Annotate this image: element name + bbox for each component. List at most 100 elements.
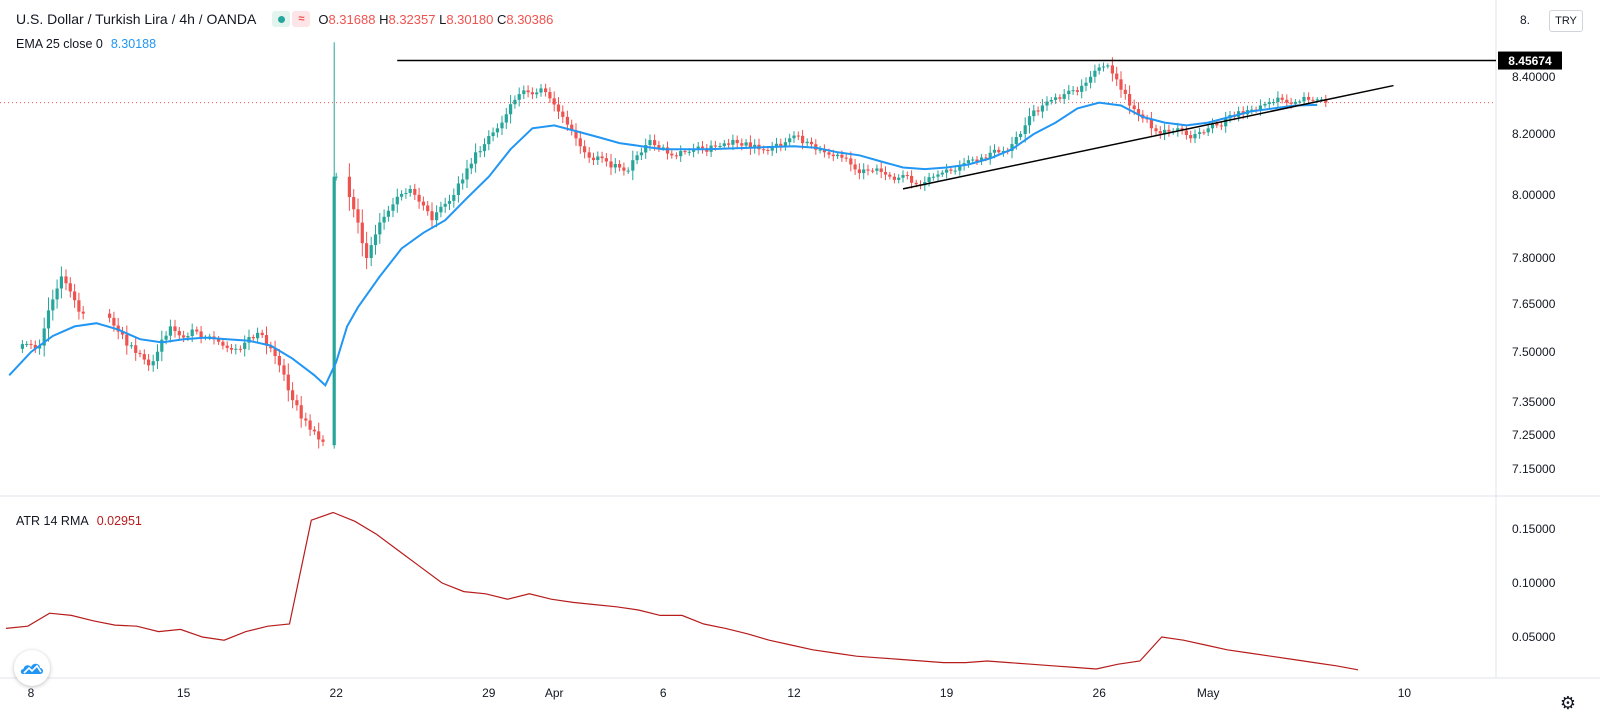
candle[interactable] [958, 165, 962, 171]
candle[interactable] [1311, 99, 1315, 101]
candle[interactable] [81, 311, 85, 314]
candle[interactable] [522, 90, 526, 95]
candle[interactable] [840, 154, 844, 158]
candle[interactable] [818, 149, 822, 151]
candle[interactable] [661, 147, 665, 149]
candle[interactable] [905, 175, 909, 177]
candle[interactable] [1202, 132, 1206, 134]
candle[interactable] [1267, 102, 1271, 104]
candle[interactable] [513, 99, 517, 105]
candle[interactable] [1080, 85, 1084, 92]
candle[interactable] [317, 431, 321, 440]
candle[interactable] [779, 143, 783, 147]
candle[interactable] [395, 196, 399, 205]
candle[interactable] [116, 325, 120, 332]
candle[interactable] [1115, 73, 1119, 80]
candle[interactable] [77, 300, 81, 312]
candle[interactable] [831, 154, 835, 157]
candle[interactable] [1285, 99, 1289, 103]
candle[interactable] [286, 374, 290, 391]
candle[interactable] [221, 341, 225, 346]
candle[interactable] [552, 98, 556, 105]
candle[interactable] [1040, 105, 1044, 112]
gear-icon[interactable]: ⚙ [1559, 693, 1577, 713]
candle[interactable] [1027, 116, 1032, 126]
candle[interactable] [299, 405, 303, 419]
candle[interactable] [805, 141, 809, 144]
candle[interactable] [548, 92, 552, 99]
candle[interactable] [853, 164, 857, 170]
candle[interactable] [421, 201, 425, 206]
candle[interactable] [892, 176, 896, 180]
candle[interactable] [1058, 97, 1062, 99]
candle[interactable] [234, 348, 238, 350]
candle[interactable] [945, 169, 949, 173]
candle[interactable] [975, 159, 979, 162]
tradingview-cloud-icon[interactable] [14, 650, 50, 686]
candle[interactable] [792, 135, 796, 139]
candle[interactable] [1036, 110, 1040, 112]
candle[interactable] [1071, 90, 1075, 92]
candle[interactable] [836, 154, 840, 157]
candle[interactable] [879, 168, 883, 173]
candle[interactable] [731, 139, 735, 145]
candle[interactable] [195, 329, 199, 332]
candle[interactable] [544, 88, 548, 93]
candle[interactable] [474, 152, 478, 164]
candle[interactable] [910, 175, 914, 183]
candle[interactable] [578, 138, 582, 147]
candle[interactable] [1163, 129, 1167, 134]
candle[interactable] [1319, 99, 1324, 101]
candle[interactable] [147, 359, 151, 366]
candle[interactable] [766, 150, 770, 152]
candle[interactable] [788, 138, 792, 143]
candle[interactable] [430, 211, 434, 221]
candle[interactable] [382, 216, 386, 223]
candle[interactable] [38, 345, 42, 349]
candle[interactable] [435, 212, 439, 221]
candle[interactable] [1101, 66, 1106, 68]
candle[interactable] [1184, 130, 1188, 136]
candle[interactable] [1023, 125, 1027, 134]
candle[interactable] [683, 151, 687, 153]
candle[interactable] [1263, 103, 1267, 106]
candle[interactable] [108, 313, 112, 318]
candle[interactable] [64, 276, 68, 284]
candle[interactable] [190, 329, 194, 337]
candle[interactable] [347, 176, 351, 198]
candle[interactable] [670, 153, 674, 156]
candle[interactable] [1119, 79, 1123, 90]
candle[interactable] [574, 130, 578, 139]
spike-candle[interactable] [332, 176, 336, 446]
candle[interactable] [1315, 99, 1319, 101]
candle[interactable] [168, 326, 172, 336]
candle[interactable] [1250, 109, 1254, 111]
candle[interactable] [1293, 101, 1297, 104]
candle[interactable] [229, 347, 234, 350]
market-open-icon[interactable] [272, 11, 291, 27]
candle[interactable] [1272, 102, 1276, 104]
candle[interactable] [530, 92, 534, 95]
candle[interactable] [273, 348, 277, 357]
candle[interactable] [264, 335, 269, 346]
candle[interactable] [59, 276, 63, 289]
candle[interactable] [426, 205, 430, 212]
candle[interactable] [1298, 101, 1302, 103]
candle[interactable] [1324, 99, 1328, 103]
candle[interactable] [753, 144, 757, 148]
candle[interactable] [120, 331, 125, 335]
candle[interactable] [556, 104, 561, 112]
candle[interactable] [727, 143, 731, 145]
candle[interactable] [482, 144, 487, 152]
candle[interactable] [217, 339, 221, 342]
candle[interactable] [897, 177, 901, 180]
candle[interactable] [1123, 89, 1127, 94]
candle[interactable] [199, 331, 203, 338]
candle[interactable] [1176, 128, 1180, 132]
candle[interactable] [971, 159, 975, 161]
candle[interactable] [1075, 90, 1079, 92]
candle[interactable] [1089, 76, 1093, 83]
candle[interactable] [439, 206, 443, 213]
candle[interactable] [1219, 125, 1223, 127]
candle[interactable] [1167, 129, 1171, 132]
